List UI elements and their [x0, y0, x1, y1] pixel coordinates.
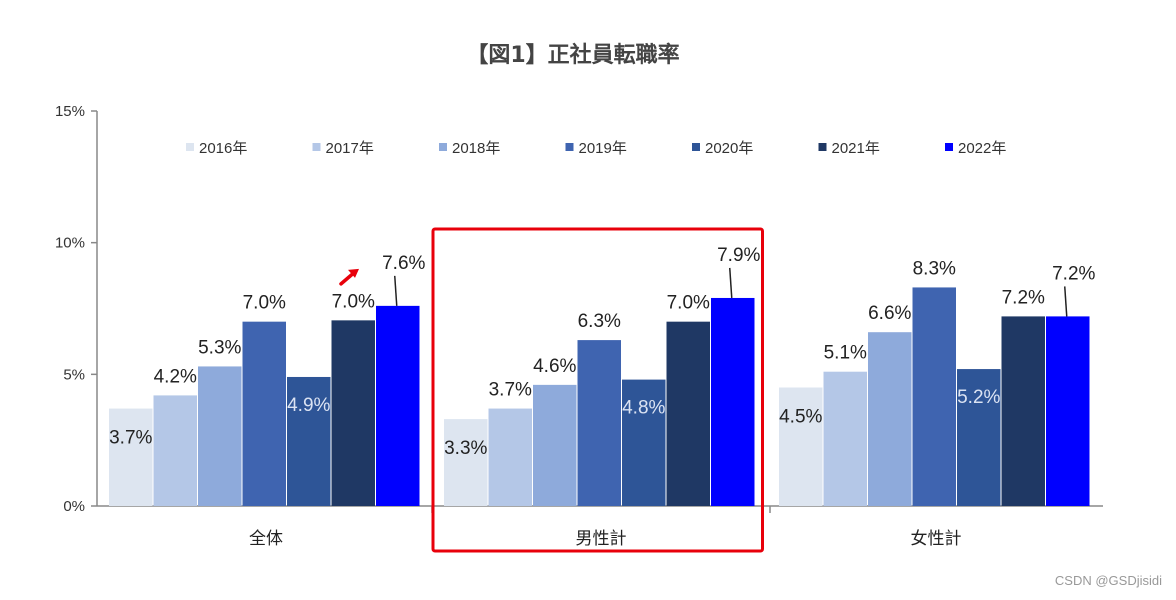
arrow-head-icon [348, 268, 359, 278]
leader-line [1064, 286, 1068, 317]
legend-swatch [439, 143, 447, 151]
bar [666, 321, 710, 506]
bar [957, 369, 1001, 506]
bar [376, 305, 420, 506]
y-tick-label: 0% [63, 498, 85, 515]
bar [488, 408, 532, 506]
y-tick-label: 5% [63, 366, 85, 383]
legend-label: 2020年 [705, 140, 753, 157]
data-label: 4.9% [287, 395, 330, 416]
data-label: 4.6% [533, 356, 576, 377]
bar [331, 320, 375, 506]
data-label: 8.3% [913, 258, 956, 279]
leader-line [729, 267, 733, 299]
legend-label: 2017年 [326, 140, 374, 157]
data-label: 6.6% [868, 303, 911, 324]
data-label: 5.3% [198, 337, 241, 358]
bar [779, 387, 823, 506]
bar [912, 287, 956, 506]
data-label: 4.5% [779, 407, 822, 428]
legend-label: 2021年 [832, 140, 880, 157]
watermark: CSDN @GSDjisidi [1055, 573, 1162, 588]
data-label: 7.9% [717, 245, 760, 266]
legend-swatch [818, 143, 827, 151]
legend-swatch [312, 143, 321, 151]
data-label: 7.2% [1052, 263, 1095, 284]
data-label: 7.2% [1002, 287, 1045, 308]
legend-swatch [945, 143, 953, 151]
bars [109, 287, 1090, 506]
bar [868, 332, 912, 506]
bar [287, 376, 331, 506]
data-label: 3.7% [109, 428, 152, 449]
data-label: 7.0% [667, 293, 710, 314]
annotations [339, 227, 764, 553]
legend-swatch [565, 143, 574, 151]
bar [153, 395, 197, 506]
bar [622, 379, 666, 506]
data-label: 5.1% [824, 343, 867, 364]
highlight-box [431, 227, 764, 553]
bar [109, 408, 153, 506]
data-labels: 3.7%4.2%5.3%7.0%4.9%7.0%7.6%3.3%3.7%4.6%… [109, 245, 1095, 459]
bar [533, 384, 577, 506]
legend-label: 2019年 [579, 140, 627, 157]
data-label: 6.3% [578, 311, 621, 332]
bar [577, 340, 621, 506]
bar [444, 419, 488, 506]
data-label: 7.6% [382, 253, 425, 274]
legend-label: 2018年 [452, 140, 500, 157]
legend-label: 2016年 [199, 140, 247, 157]
bar [1001, 316, 1045, 506]
y-tick-label: 10% [55, 235, 85, 252]
bar [711, 297, 755, 506]
data-label: 4.8% [622, 398, 665, 419]
category-label: 女性計 [911, 529, 962, 549]
data-label: 7.0% [243, 293, 286, 314]
bar [1046, 316, 1090, 506]
data-label: 3.3% [444, 438, 487, 459]
legend-swatch [186, 143, 194, 151]
category-labels: 全体 男性計 女性計 [249, 529, 962, 549]
leader-line [394, 275, 398, 306]
data-label: 7.0% [332, 291, 375, 312]
bar [823, 371, 867, 506]
legend-swatch [692, 143, 700, 151]
data-label: 3.7% [489, 380, 532, 401]
category-label: 男性計 [576, 529, 627, 549]
chart-title: 【図1】正社員転職率 [466, 42, 679, 68]
y-tick-label: 15% [55, 103, 85, 120]
bar [242, 321, 286, 506]
legend-label: 2022年 [958, 140, 1006, 157]
data-label: 4.2% [154, 366, 197, 387]
legend: 2016年 2017年 2018年 2019年 2020年 2021年 2022年 [186, 140, 1006, 157]
category-label: 全体 [249, 529, 283, 549]
data-label: 5.2% [957, 387, 1000, 408]
bar [198, 366, 242, 506]
